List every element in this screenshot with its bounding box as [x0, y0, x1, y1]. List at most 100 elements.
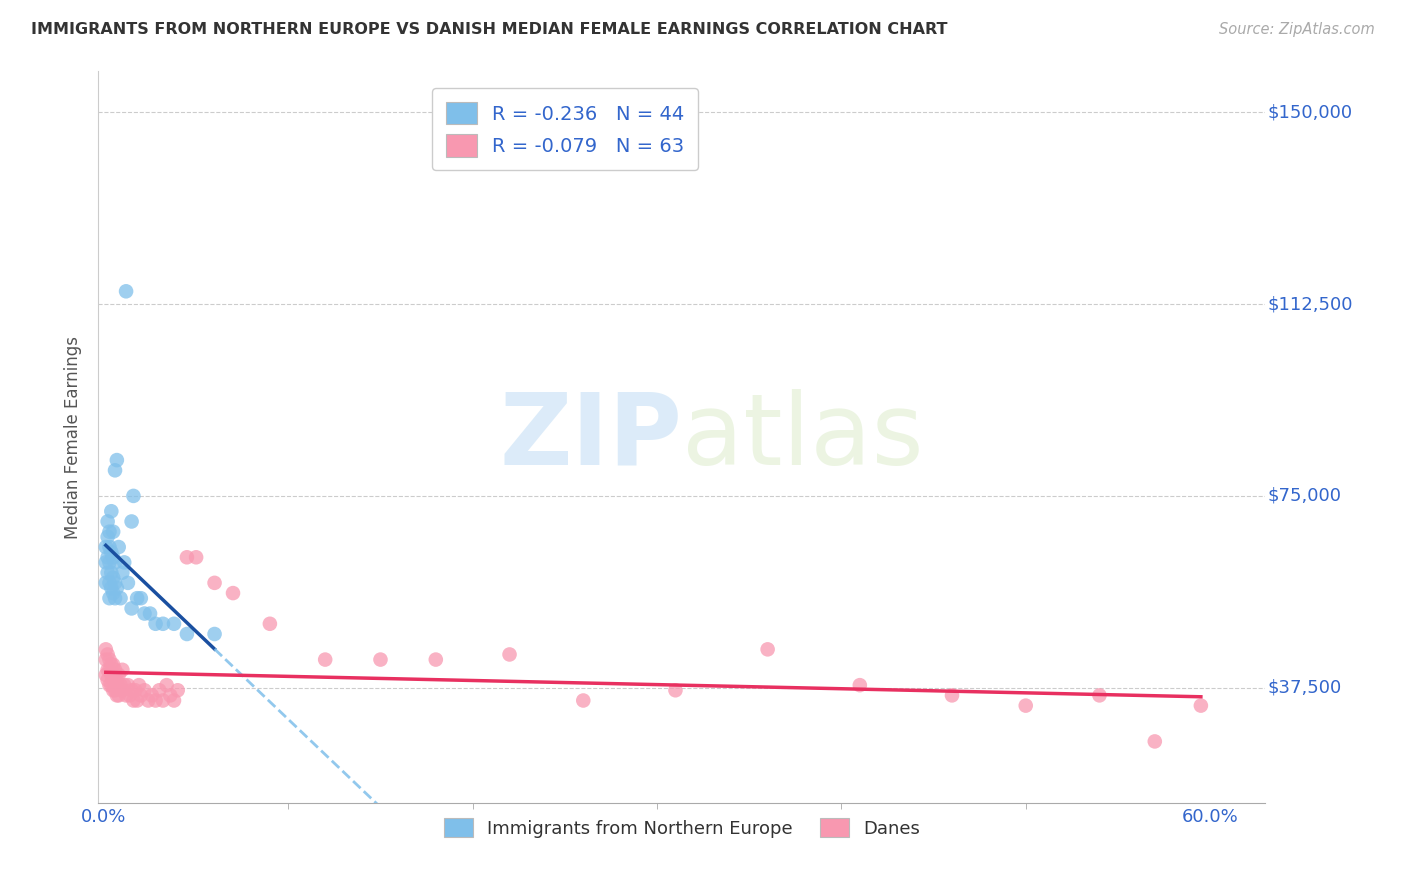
Point [259, 616, 281, 631]
Point [176, 627, 198, 641]
Point [159, 689, 181, 703]
Point [107, 540, 129, 554]
Point [156, 678, 179, 692]
Point [101, 571, 124, 585]
Point [107, 689, 129, 703]
Y-axis label: Median Female Earnings: Median Female Earnings [65, 335, 83, 539]
Point [145, 616, 167, 631]
Point [572, 693, 595, 707]
Point [370, 652, 392, 666]
Point [100, 668, 122, 682]
Point [104, 683, 127, 698]
Point [139, 607, 162, 621]
Point [148, 683, 170, 698]
Point [121, 515, 143, 529]
Point [941, 689, 963, 703]
Point [98, 524, 121, 539]
Point [98, 555, 121, 569]
Point [204, 575, 226, 590]
Point [111, 683, 134, 698]
Text: Source: ZipAtlas.com: Source: ZipAtlas.com [1219, 22, 1375, 37]
Point [134, 683, 156, 698]
Point [101, 657, 124, 672]
Point [124, 683, 146, 698]
Point [94, 575, 117, 590]
Point [204, 627, 226, 641]
Point [112, 555, 135, 569]
Text: $37,500: $37,500 [1268, 679, 1341, 697]
Point [97, 648, 120, 662]
Point [94, 642, 117, 657]
Point [121, 683, 143, 698]
Text: $112,500: $112,500 [1268, 295, 1353, 313]
Point [97, 515, 120, 529]
Point [101, 524, 124, 539]
Point [98, 652, 121, 666]
Point [94, 555, 117, 569]
Point [129, 689, 152, 703]
Point [105, 673, 128, 687]
Point [105, 689, 128, 703]
Point [134, 607, 156, 621]
Point [100, 678, 122, 692]
Point [101, 586, 124, 600]
Point [222, 586, 245, 600]
Point [104, 591, 127, 606]
Point [98, 540, 121, 554]
Point [756, 642, 779, 657]
Point [122, 489, 145, 503]
Text: $150,000: $150,000 [1268, 103, 1353, 121]
Point [100, 657, 122, 672]
Point [152, 616, 174, 631]
Text: $75,000: $75,000 [1268, 487, 1341, 505]
Point [94, 668, 117, 682]
Point [145, 693, 167, 707]
Point [100, 581, 122, 595]
Point [97, 673, 120, 687]
Point [121, 601, 143, 615]
Point [184, 550, 207, 565]
Point [117, 678, 139, 692]
Point [110, 591, 132, 606]
Point [127, 693, 149, 707]
Point [104, 463, 127, 477]
Point [136, 693, 159, 707]
Point [115, 689, 138, 703]
Point [849, 678, 872, 692]
Point [101, 673, 124, 687]
Point [166, 683, 188, 698]
Point [98, 663, 121, 677]
Point [118, 689, 141, 703]
Point [94, 652, 117, 666]
Point [98, 591, 121, 606]
Point [110, 678, 132, 692]
Point [1088, 689, 1111, 703]
Point [122, 693, 145, 707]
Legend: Immigrants from Northern Europe, Danes: Immigrants from Northern Europe, Danes [436, 811, 928, 845]
Point [1189, 698, 1212, 713]
Point [98, 575, 121, 590]
Point [1143, 734, 1166, 748]
Point [101, 550, 124, 565]
Point [115, 285, 138, 299]
Point [314, 652, 336, 666]
Point [105, 581, 128, 595]
Point [101, 683, 124, 698]
Point [111, 663, 134, 677]
Point [97, 663, 120, 677]
Point [128, 678, 150, 692]
Point [98, 678, 121, 692]
Point [112, 678, 135, 692]
Point [127, 591, 149, 606]
Point [105, 453, 128, 467]
Point [498, 648, 520, 662]
Point [117, 575, 139, 590]
Point [104, 555, 127, 569]
Point [1015, 698, 1038, 713]
Point [425, 652, 447, 666]
Point [163, 616, 186, 631]
Point [104, 575, 127, 590]
Point [100, 545, 122, 559]
Point [104, 673, 127, 687]
Point [100, 504, 122, 518]
